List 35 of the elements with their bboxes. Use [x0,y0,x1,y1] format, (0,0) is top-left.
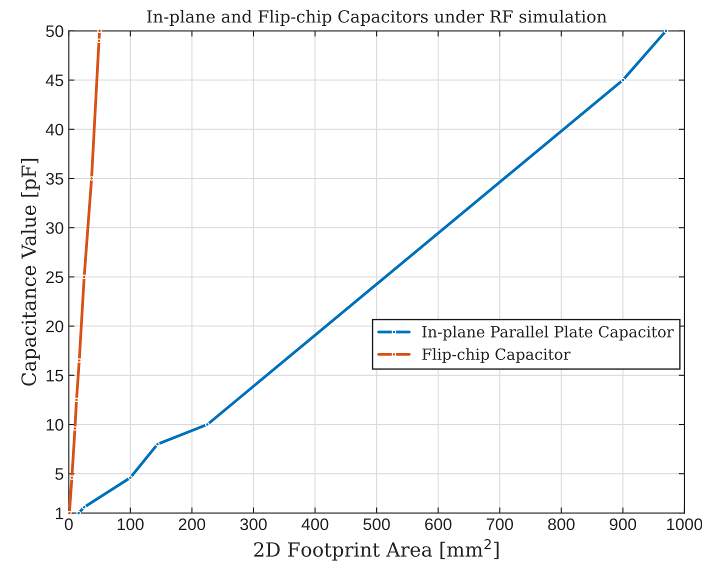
x-tick-label: 400 [302,518,328,530]
y-tick-label: 10 [46,418,64,431]
y-tick-label: 45 [46,74,64,86]
x-tick-label: 500 [363,518,390,530]
point [82,504,86,510]
y-tick-label: 15 [46,370,64,382]
legend-label: In-plane Parallel Plate Capacitor [422,326,674,340]
x-tick-label: 0 [64,518,73,530]
x-tick-label: 200 [178,518,206,530]
chart-title: In-plane and Flip-chip Capacitors under RF simulation [147,10,607,26]
y-tick-label: 40 [46,124,64,136]
y-tick-label: 1 [56,508,64,520]
point [82,274,86,280]
x-tick-label: 1000 [667,518,702,530]
point [620,78,626,82]
x-tick-label: 300 [240,518,267,530]
y-axis-title: Capacitance Value [pF] [21,158,40,386]
point [664,28,668,34]
x-tick-label: 100 [118,518,144,530]
point [128,475,133,480]
y-tick-label: 50 [46,25,64,38]
y-tick-label: 35 [46,172,64,185]
point [155,442,160,446]
y-tick-label: 30 [46,222,64,234]
x-tick-label: 900 [610,518,636,530]
x-axis-title: 2D Footprint Area [mm$^{2}$] [254,539,499,561]
x-tick-label: 800 [548,518,575,530]
y-tick-label: 25 [46,271,64,284]
legend-label: Flip-chip Capacitor [422,348,570,363]
point [89,176,94,181]
y-tick-label: 5 [55,468,64,480]
x-tick-label: 700 [486,518,514,530]
point [205,422,210,427]
x-tick-label: 600 [425,518,452,530]
y-tick-label: 20 [46,320,64,332]
